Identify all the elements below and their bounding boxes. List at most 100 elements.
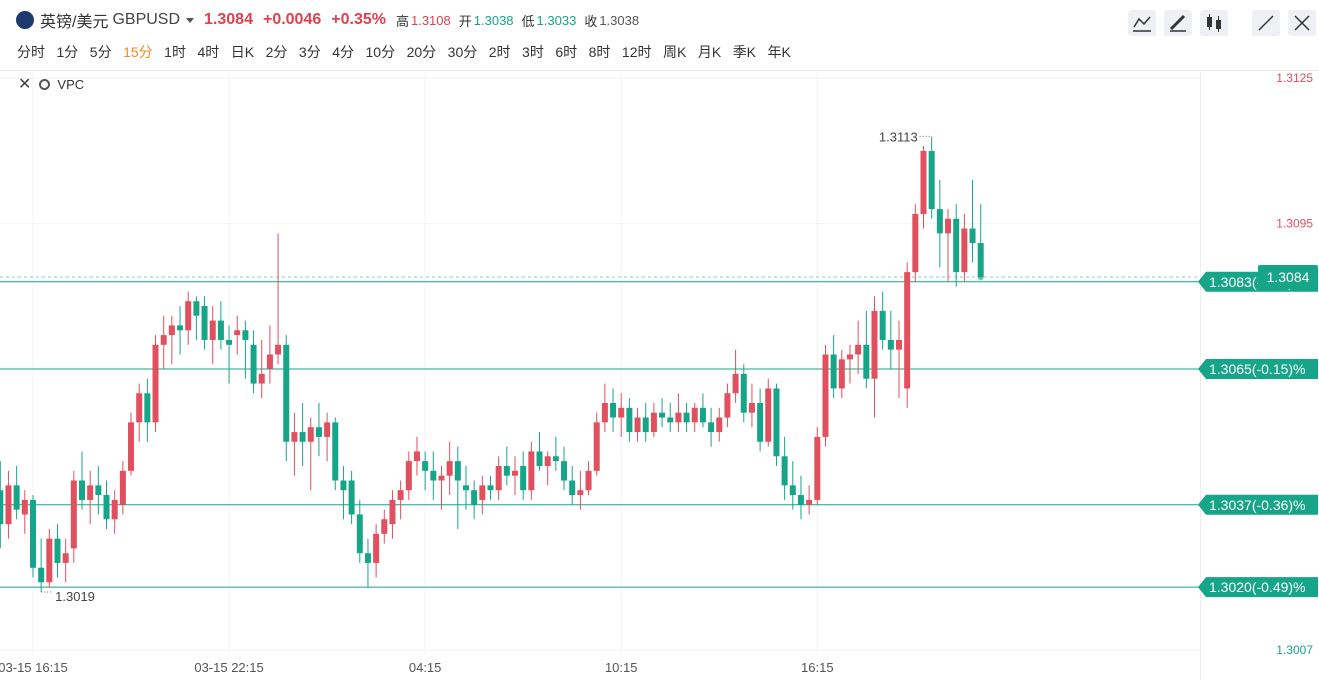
timeframe-option[interactable]: 年K — [767, 44, 791, 60]
icon-close-b — [1294, 15, 1310, 31]
candle-body — [732, 373, 739, 394]
level-label: 1.3020(-0.49)% — [1209, 579, 1306, 595]
timeframe-option[interactable]: 1时 — [164, 44, 186, 60]
candle-body — [462, 485, 469, 491]
candle-body — [650, 412, 657, 433]
toolbar-icons[interactable] — [1128, 10, 1316, 36]
candle-body — [593, 422, 600, 471]
candle-body — [977, 243, 984, 277]
timeframe-option[interactable]: 日K — [230, 44, 255, 60]
timeframe-option[interactable]: 4时 — [197, 44, 220, 60]
candle-body — [544, 456, 551, 466]
timeframe-option[interactable]: 2分 — [265, 44, 288, 60]
timeframe-option[interactable]: 周K — [663, 44, 687, 60]
candle-body — [936, 209, 943, 234]
candle-body — [242, 330, 249, 340]
level-label-box — [1198, 494, 1318, 515]
candle-body — [144, 393, 151, 423]
candle-body — [46, 538, 53, 583]
timeframe-option[interactable]: 15分 — [123, 44, 153, 60]
candle-body — [103, 495, 110, 520]
candle-body — [0, 490, 4, 525]
open-label: 开 — [458, 13, 472, 29]
candle-body — [503, 465, 510, 476]
candle-body — [830, 354, 837, 389]
timeframe-option[interactable]: 1分 — [56, 44, 79, 60]
candle-body — [626, 407, 633, 433]
candle-body — [62, 553, 69, 563]
candle-body — [748, 402, 755, 413]
candle-body — [871, 310, 878, 379]
candle-body — [340, 480, 347, 491]
candle-body — [855, 344, 862, 355]
high-annotation: 1.3113 — [879, 129, 918, 144]
candle-body — [430, 470, 437, 481]
last-close-dot — [977, 273, 984, 280]
last-price-label: 1.3084 — [1267, 269, 1310, 285]
symbol-dropdown[interactable] — [186, 17, 195, 23]
candle-body — [152, 344, 159, 423]
candle-body — [822, 354, 829, 437]
timeframe-option[interactable]: 6时 — [555, 44, 578, 60]
candle-body — [912, 213, 919, 273]
candle-body — [250, 344, 257, 384]
indicator-row: ✕ VPC — [18, 74, 84, 94]
timeframe-option[interactable]: 8时 — [588, 44, 611, 60]
timeframe-option[interactable]: 2时 — [488, 44, 511, 60]
x-tick-label: 03-15 16:15 — [0, 660, 68, 675]
candle-body — [87, 485, 94, 500]
candle-body — [13, 485, 20, 510]
close-value: 1.3038 — [599, 12, 640, 28]
timeframe-option[interactable]: 5分 — [89, 44, 112, 60]
candle-body — [520, 465, 527, 491]
timeframe-option[interactable]: 季K — [732, 44, 757, 60]
timeframe-option[interactable]: 10分 — [365, 44, 396, 60]
timeframe-option[interactable]: 30分 — [447, 44, 478, 60]
icon-candle[interactable] — [1200, 10, 1228, 36]
candle-body — [54, 538, 61, 563]
icon-draw-glyph — [1169, 14, 1186, 31]
level-label: 1.3065(-0.15)% — [1209, 361, 1306, 377]
candle-body — [258, 373, 265, 384]
timeframe-option[interactable]: 分时 — [17, 44, 45, 60]
high-label: 高 — [395, 13, 409, 29]
candle-body — [920, 150, 927, 214]
candle-body — [552, 456, 559, 462]
candle-body — [634, 417, 641, 433]
timeframe-bar: 分时 1分 5分 15分 1时 4时 日K 2分 3分 4分 10分 20分 30分 2时 3时 6时 8时 12… — [17, 42, 802, 62]
change-pct: +0.35% — [331, 11, 386, 28]
symbol: GBPUSD — [112, 11, 181, 28]
candle-body — [838, 359, 845, 389]
timeframe-option[interactable]: 12时 — [621, 44, 652, 60]
timeframe-option[interactable]: 20分 — [406, 44, 437, 60]
candle-body — [160, 335, 167, 345]
candle-body — [119, 470, 126, 505]
indicator-settings[interactable] — [39, 78, 51, 90]
level-label-box — [1198, 577, 1318, 598]
candle-body — [70, 480, 77, 549]
timeframe-option[interactable]: 月K — [697, 44, 722, 60]
candle-body — [781, 456, 788, 486]
instrument-name: 英镑/美元 — [40, 14, 109, 31]
timeframe-option[interactable]: 3分 — [298, 44, 321, 60]
last-price-box — [1258, 264, 1318, 289]
candle-body — [397, 490, 404, 500]
candle-body — [708, 422, 715, 433]
quote-row: 英镑/美元 GBPUSD 1.3084 +0.0046 +0.35% 高 1.3… — [16, 8, 647, 32]
timeframe-option[interactable]: 3时 — [522, 44, 544, 60]
candle-body — [307, 427, 314, 442]
candle-body — [438, 475, 445, 481]
candle-body — [561, 461, 568, 481]
low-annotation: 1.3019 — [55, 589, 95, 604]
candle-body — [324, 422, 331, 437]
candle-body — [348, 480, 355, 515]
indicator-remove[interactable]: ✕ — [18, 76, 32, 93]
candle-body — [315, 427, 322, 437]
candle-body — [969, 228, 976, 244]
candle-body — [291, 432, 298, 442]
timeframe-option[interactable]: 4分 — [332, 44, 354, 60]
candle-body — [528, 451, 535, 491]
logo — [16, 11, 34, 29]
candle-body — [422, 461, 429, 471]
